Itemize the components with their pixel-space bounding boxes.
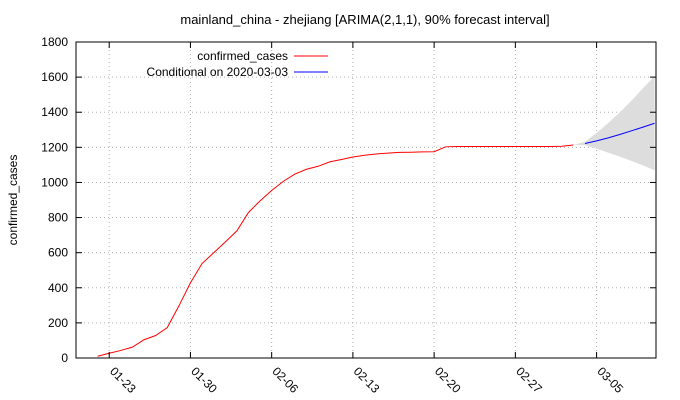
axis-ticks: 0 200 400 600 800 1000 1200 1400 1600 1800 01-23 01… [41, 35, 656, 396]
plot-area [97, 76, 655, 357]
y-tick-label: 1600 [41, 70, 68, 84]
y-tick-label: 1200 [41, 140, 68, 154]
x-tick-label: 02-20 [432, 364, 464, 396]
x-tick-label: 02-27 [513, 364, 545, 396]
x-tick-label: 02-06 [270, 364, 302, 396]
y-axis-label: confirmed_cases [6, 155, 20, 246]
grid [76, 42, 656, 358]
forecast-line [584, 122, 655, 144]
x-tick-label: 01-23 [107, 364, 139, 396]
x-tick-label: 03-05 [594, 364, 626, 396]
y-tick-label: 1000 [41, 175, 68, 189]
y-tick-label: 400 [48, 281, 68, 295]
y-tick-label: 1400 [41, 105, 68, 119]
confirmed-cases-line [97, 144, 574, 357]
y-tick-label: 200 [48, 316, 68, 330]
y-tick-label: 0 [61, 351, 68, 365]
legend: confirmed_cases Conditional on 2020-03-03 [147, 49, 328, 79]
plot-frame [75, 41, 657, 359]
x-tick-label: 02-13 [351, 364, 383, 396]
chart-title: mainland_china - zhejiang [ARIMA(2,1,1),… [180, 12, 549, 27]
x-tick-label: 01-30 [188, 364, 220, 396]
y-tick-label: 1800 [41, 35, 68, 49]
legend-label: confirmed_cases [197, 49, 288, 63]
forecast-interval-band [573, 76, 655, 171]
legend-label: Conditional on 2020-03-03 [147, 65, 289, 79]
y-tick-label: 600 [48, 246, 68, 260]
y-tick-label: 800 [48, 211, 68, 225]
